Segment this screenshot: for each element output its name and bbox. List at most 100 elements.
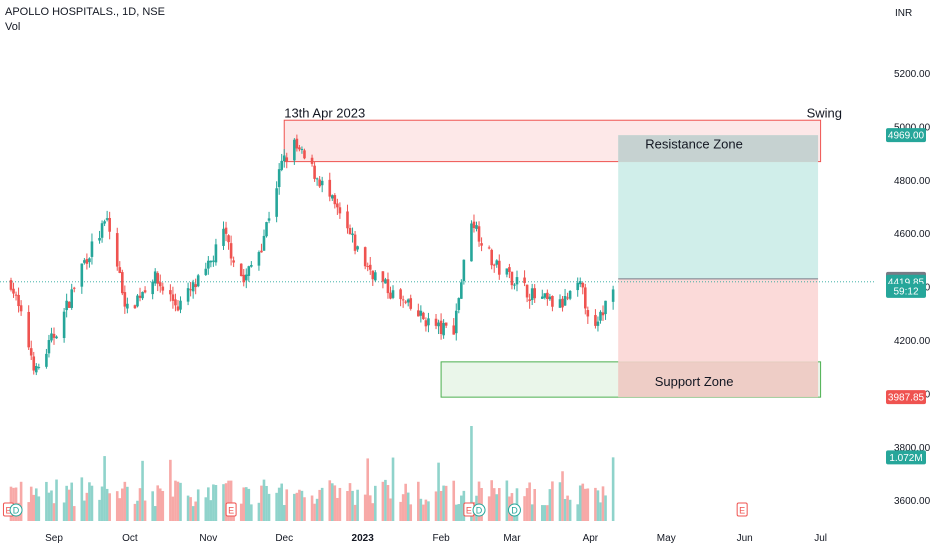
candle	[121, 272, 124, 294]
candle	[285, 157, 289, 162]
candle	[353, 234, 357, 251]
event-marker-label: D	[511, 506, 518, 516]
volume-bar	[224, 483, 228, 521]
volume-bar	[123, 481, 127, 521]
volume-bar	[318, 489, 321, 521]
candle	[90, 241, 94, 257]
volume-bar	[37, 496, 41, 521]
candle	[328, 179, 332, 197]
volume-bar	[313, 503, 316, 521]
candle	[313, 165, 316, 179]
candle	[32, 356, 36, 371]
candle	[9, 280, 13, 290]
dividend-icon	[9, 503, 23, 517]
candle	[143, 290, 147, 293]
volume-legend: Vol	[5, 21, 21, 33]
candle	[399, 289, 402, 300]
x-tick-label: Feb	[432, 533, 450, 544]
candle	[171, 294, 175, 301]
volume-bar	[404, 483, 407, 521]
candle	[599, 311, 602, 321]
volume-bar	[374, 485, 377, 521]
volume-bar	[548, 489, 552, 521]
candle	[477, 226, 481, 242]
volume-bar	[384, 479, 387, 521]
volume-bar	[381, 481, 385, 521]
candle	[546, 292, 549, 300]
annotation-resistance-zone: Resistance Zone	[645, 136, 743, 151]
volume-bar	[70, 482, 74, 521]
candle	[280, 160, 283, 170]
dividend-icon	[507, 503, 521, 517]
candle	[295, 138, 299, 149]
candle	[475, 225, 478, 229]
volume-bar	[115, 491, 119, 521]
candle	[189, 289, 192, 291]
candle	[12, 288, 15, 294]
x-tick-label: Jul	[814, 533, 827, 544]
volume-bar	[331, 483, 334, 521]
volume-bar	[121, 488, 124, 521]
candles-layer	[9, 134, 615, 376]
candle	[356, 246, 359, 250]
candle	[333, 195, 337, 205]
candle	[492, 264, 496, 266]
volume-bar	[295, 492, 299, 521]
volume-bar	[293, 493, 296, 521]
candle	[83, 260, 86, 263]
volume-bar	[267, 493, 271, 521]
candle	[315, 178, 319, 180]
candle	[525, 284, 529, 298]
candle	[338, 207, 342, 214]
volume-bar	[169, 459, 172, 521]
volume-bar	[601, 486, 605, 521]
event-marker-dividend: D	[472, 503, 486, 517]
event-marker-earnings: E	[736, 502, 748, 517]
volume-bar	[530, 504, 534, 521]
event-marker-label: E	[5, 506, 11, 516]
volume-bar	[136, 500, 139, 521]
volume-bar	[133, 503, 137, 521]
price-badge-label: 4969.00	[888, 131, 925, 142]
volume-bar	[32, 494, 36, 521]
y-tick-label: 4600.00	[894, 229, 931, 240]
candle	[596, 321, 600, 326]
volume-bar	[368, 495, 372, 521]
candle	[540, 296, 544, 299]
volume-bar	[250, 504, 253, 521]
candle	[169, 290, 172, 295]
candle	[581, 282, 585, 288]
y-tick-label: 3800.00	[894, 443, 931, 454]
event-marker-earnings: E	[225, 502, 237, 517]
support-overlap	[618, 361, 819, 398]
volume-bar	[227, 480, 230, 521]
volume-bar	[561, 471, 564, 521]
candle	[156, 273, 160, 284]
candle	[457, 298, 461, 310]
candle	[50, 333, 53, 341]
candle	[417, 310, 420, 317]
x-tick-label: Mar	[503, 533, 521, 544]
volume-bar	[265, 485, 268, 521]
volume-bar	[52, 503, 56, 521]
volume-bar	[578, 485, 582, 521]
volume-bar	[487, 496, 491, 521]
candle	[161, 286, 165, 291]
event-marker-earnings: E	[463, 502, 475, 517]
volume-bar	[260, 485, 263, 521]
volume-bar	[540, 505, 544, 521]
volume-bar	[196, 489, 200, 521]
candle	[239, 263, 243, 277]
volume-bar	[229, 480, 233, 521]
price-axis[interactable]: INR3600.003800.004000.004200.004400.0046…	[875, 0, 932, 550]
candle	[262, 235, 266, 251]
time-axis[interactable]: Sep Oct Nov Dec 2023 Feb Mar Apr May Jun Jul	[45, 533, 827, 544]
event-marker-dividend: D	[9, 503, 23, 517]
volume-bar	[204, 497, 208, 521]
volume-bar	[599, 502, 602, 521]
volume-bar	[497, 488, 501, 521]
candle	[151, 281, 154, 295]
volume-bar	[275, 492, 278, 521]
candle	[508, 267, 511, 272]
